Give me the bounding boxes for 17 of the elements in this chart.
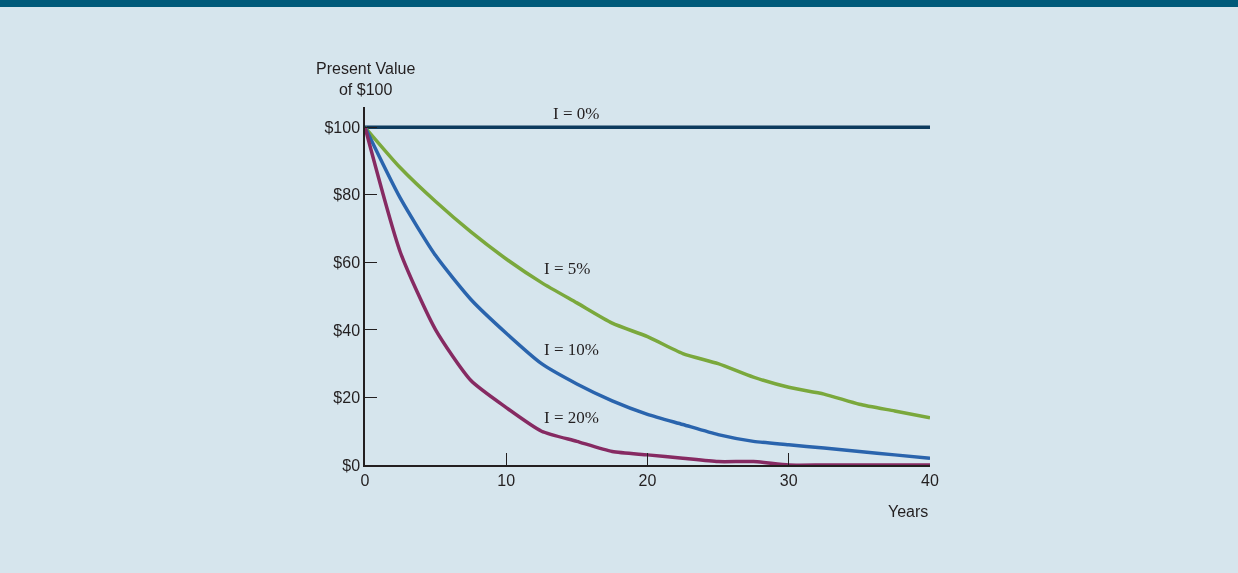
x-tick-label: 10 — [497, 471, 516, 489]
y-axis-title: Present Value of $100 — [316, 60, 416, 98]
x-tick-label: 0 — [360, 471, 370, 489]
y-tick-label: $100 — [324, 118, 361, 136]
y-tick-label: $0 — [342, 456, 361, 474]
x-axis-title: Years — [888, 503, 929, 520]
y-tick-label: $40 — [333, 321, 361, 339]
series-label: I = 0% — [553, 104, 600, 123]
x-tick-label: 40 — [921, 471, 939, 489]
series-label: I = 20% — [544, 408, 599, 427]
series-label: I = 10% — [544, 340, 599, 359]
x-tick-label: 20 — [638, 471, 657, 489]
x-tick-label: 30 — [779, 471, 798, 489]
y-tick-label: $20 — [333, 389, 361, 407]
y-tick-label: $80 — [333, 186, 361, 204]
y-tick-label: $60 — [333, 253, 361, 271]
series-label: I = 5% — [544, 259, 591, 278]
